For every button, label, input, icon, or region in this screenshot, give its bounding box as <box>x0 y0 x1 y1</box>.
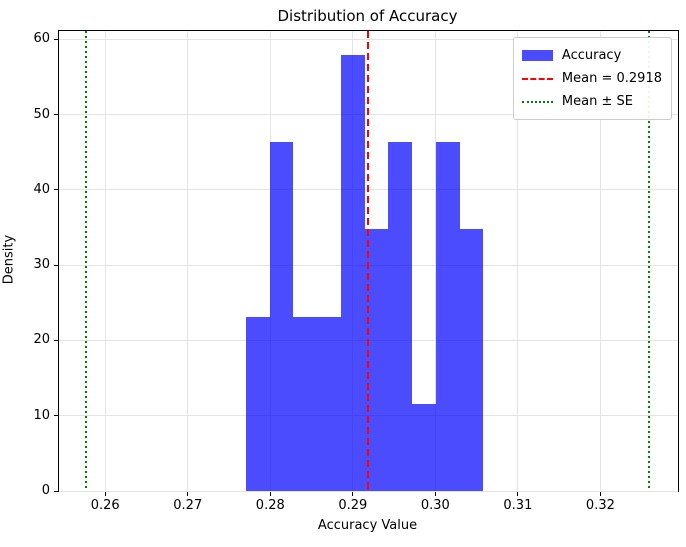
legend-swatch-mean-dashed-line <box>521 77 553 80</box>
x-tick-mark <box>434 492 436 496</box>
y-tick-label: 50 <box>33 106 50 122</box>
x-tick-label: 0.29 <box>338 498 368 513</box>
se-upper-line <box>648 31 651 491</box>
x-tick-mark <box>352 492 354 496</box>
histogram-bar <box>364 229 389 491</box>
histogram-bar <box>293 316 318 491</box>
histogram-bar <box>246 316 270 491</box>
mean-line <box>366 31 369 491</box>
legend-label-accuracy: Accuracy <box>561 48 622 63</box>
y-tick-mark <box>54 415 58 417</box>
x-gridline <box>434 31 436 491</box>
y-tick-mark <box>54 38 58 40</box>
y-tick-label: 20 <box>33 332 50 348</box>
histogram-bar <box>412 403 436 491</box>
legend: Accuracy Mean = 0.2918 Mean ± SE <box>512 37 672 120</box>
chart-title: Distribution of Accuracy <box>277 7 458 25</box>
x-tick-label: 0.27 <box>173 498 203 513</box>
y-tick-label: 0 <box>41 483 50 498</box>
legend-label-se: Mean ± SE <box>561 94 633 109</box>
y-tick-label: 10 <box>33 407 50 423</box>
y-tick-label: 30 <box>33 257 50 273</box>
y-tick-mark <box>54 189 58 191</box>
x-tick-mark <box>104 492 106 496</box>
histogram-bar <box>341 54 365 491</box>
histogram-bar <box>317 316 341 491</box>
histogram-bar <box>459 229 484 491</box>
y-tick-mark <box>54 490 58 492</box>
x-tick-mark <box>599 492 601 496</box>
x-axis-label: Accuracy Value <box>317 518 418 533</box>
x-tick-mark <box>269 492 271 496</box>
x-tick-label: 0.30 <box>420 498 450 513</box>
legend-swatch-se-dotted-line <box>521 100 553 103</box>
x-tick-label: 0.32 <box>585 498 615 513</box>
x-tick-label: 0.26 <box>90 498 120 513</box>
legend-label-mean: Mean = 0.2918 <box>561 71 662 86</box>
y-tick-mark <box>54 264 58 266</box>
x-tick-label: 0.28 <box>255 498 285 513</box>
legend-item-se: Mean ± SE <box>521 90 662 113</box>
x-gridline <box>517 31 519 491</box>
x-gridline <box>104 31 106 491</box>
x-tick-mark <box>517 492 519 496</box>
histogram-bar <box>388 142 413 491</box>
x-tick-label: 0.31 <box>503 498 533 513</box>
histogram-bar <box>436 142 460 491</box>
y-tick-label: 60 <box>33 31 50 47</box>
histogram-bar <box>269 142 294 491</box>
y-tick-mark <box>54 114 58 116</box>
y-gridline <box>59 490 678 492</box>
legend-swatch-accuracy-patch <box>521 50 553 61</box>
legend-item-mean: Mean = 0.2918 <box>521 67 662 90</box>
y-tick-mark <box>54 339 58 341</box>
x-gridline <box>187 31 189 491</box>
x-tick-mark <box>187 492 189 496</box>
x-gridline <box>599 31 601 491</box>
legend-item-accuracy: Accuracy <box>521 44 662 67</box>
y-tick-label: 40 <box>33 181 50 197</box>
se-lower-line <box>85 31 88 491</box>
